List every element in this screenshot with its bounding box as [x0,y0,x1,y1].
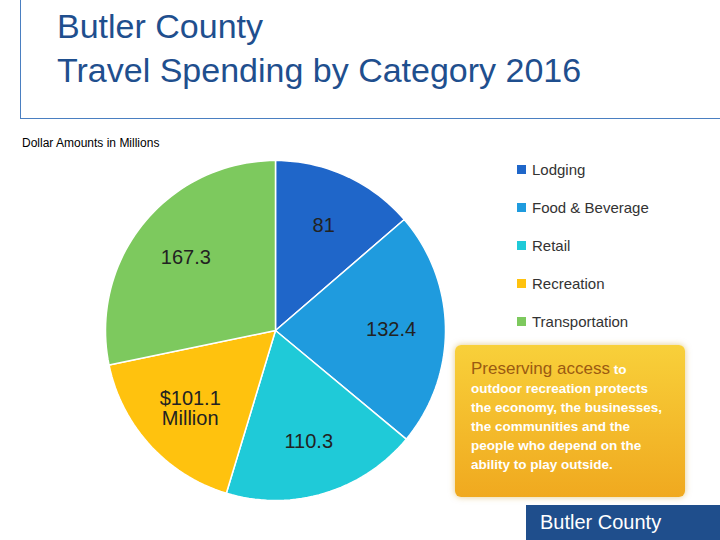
html-text:Preserving accessto outdoor re: Preserving accessto outdoor recreation p… [471,359,663,472]
svg-text:$101.1Million: $101.1Million [160,387,221,429]
html-text:Dollar Amounts in Millions: Dollar Amounts in Millions [22,136,160,150]
svg-text:110.3: 110.3 [284,430,333,452]
html-text:Lodging: Lodging [532,160,586,178]
html-text:Retail: Retail [532,236,571,254]
html-text:Food & Beverage: Food & Beverage [532,198,649,216]
svg-text:132.4: 132.4 [366,318,416,340]
html-text:Butler County: Butler County [540,511,662,533]
html-text:Transportation: Transportation [532,312,629,330]
html-text:Recreation: Recreation [532,274,605,292]
html-text:Butler County Travel Spending: Butler County Travel Spending by Categor… [57,7,582,89]
svg-text:81: 81 [313,214,335,236]
svg-text:167.3: 167.3 [161,246,211,268]
